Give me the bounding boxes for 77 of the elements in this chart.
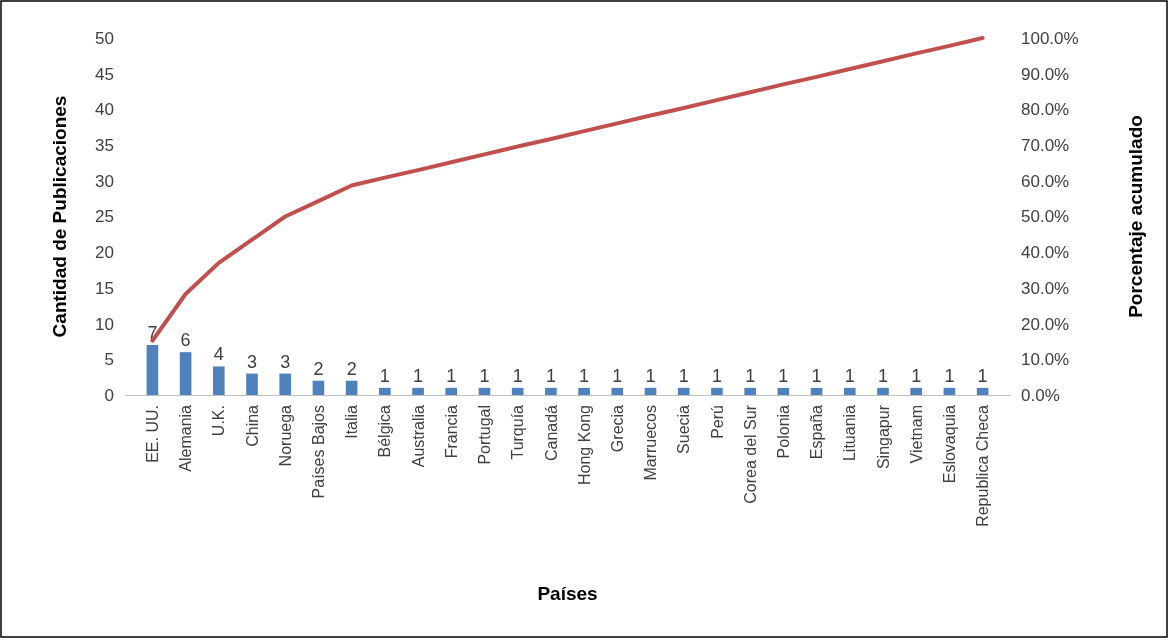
y-tick-label: 45 bbox=[95, 64, 114, 84]
y-tick-label: 40 bbox=[95, 100, 114, 120]
y2-tick-label: 50.0% bbox=[1021, 207, 1070, 227]
data-label: 1 bbox=[745, 365, 756, 386]
y-tick-label: 10 bbox=[95, 314, 114, 334]
x-tick-label: Polonia bbox=[774, 404, 792, 459]
data-label: 1 bbox=[645, 365, 656, 386]
x-tick-label: Grecia bbox=[608, 404, 626, 453]
y-tick-label: 50 bbox=[95, 28, 114, 48]
y-axis-title: Cantidad de Publicaciones bbox=[49, 95, 70, 338]
data-label: 1 bbox=[844, 365, 855, 386]
y2-tick-label: 90.0% bbox=[1021, 64, 1070, 84]
x-tick-label: Bélgica bbox=[376, 404, 394, 458]
y2-tick-label: 100.0% bbox=[1021, 28, 1079, 48]
y-tick-label: 5 bbox=[104, 350, 114, 370]
data-label: 1 bbox=[612, 365, 623, 386]
data-label: 7 bbox=[147, 323, 158, 344]
data-label: 1 bbox=[545, 365, 556, 386]
y-tick-label: 35 bbox=[95, 136, 114, 156]
y2-tick-label: 0.0% bbox=[1021, 385, 1060, 405]
y-tick-label: 15 bbox=[95, 278, 114, 298]
x-tick-label: Marruecos bbox=[642, 405, 660, 481]
data-label: 3 bbox=[280, 351, 291, 372]
x-tick-label: China bbox=[243, 404, 261, 447]
y2-tick-label: 40.0% bbox=[1021, 243, 1070, 263]
y2-tick-label: 80.0% bbox=[1021, 100, 1070, 120]
data-label: 6 bbox=[180, 330, 191, 351]
x-axis-title: Países bbox=[537, 583, 598, 604]
data-label: 1 bbox=[579, 365, 590, 386]
data-label: 1 bbox=[877, 365, 888, 386]
data-label: 2 bbox=[313, 358, 324, 379]
x-tick-label: Australia bbox=[409, 404, 427, 468]
y2-tick-label: 60.0% bbox=[1021, 171, 1070, 191]
data-label: 1 bbox=[778, 365, 789, 386]
x-tick-label: Turquía bbox=[509, 404, 527, 460]
x-tick-label: Hong Kong bbox=[575, 405, 593, 486]
x-tick-label: Alemania bbox=[177, 404, 195, 472]
y2-tick-label: 20.0% bbox=[1021, 314, 1070, 334]
x-tick-label: Portugal bbox=[476, 405, 494, 465]
data-label: 1 bbox=[479, 365, 490, 386]
data-label: 4 bbox=[213, 344, 224, 365]
x-tick-label: Perú bbox=[708, 405, 726, 439]
data-label: 3 bbox=[247, 351, 258, 372]
y2-axis-title: Porcentaje acumulado bbox=[1125, 115, 1146, 318]
x-tick-label: Corea del Sur bbox=[741, 404, 759, 504]
y2-tick-label: 10.0% bbox=[1021, 350, 1070, 370]
x-tick-label: EE. UU. bbox=[144, 405, 161, 463]
data-label: 2 bbox=[346, 358, 357, 379]
y-tick-label: 0 bbox=[104, 385, 114, 405]
y2-tick-label: 30.0% bbox=[1021, 278, 1070, 298]
data-label: 1 bbox=[446, 365, 457, 386]
x-tick-label: Noruega bbox=[276, 404, 294, 467]
data-label: 1 bbox=[977, 365, 988, 386]
x-tick-label: Vietnam bbox=[907, 405, 925, 464]
y-tick-label: 20 bbox=[95, 243, 114, 263]
x-tick-label: Francia bbox=[442, 404, 460, 459]
x-tick-label: Italia bbox=[343, 404, 361, 439]
x-tick-label: U.K. bbox=[210, 405, 228, 437]
data-label: 1 bbox=[711, 365, 722, 386]
x-tick-label: Eslovaquia bbox=[940, 404, 958, 484]
data-label: 1 bbox=[811, 365, 822, 386]
x-tick-label: España bbox=[808, 404, 826, 460]
x-tick-label: Países Bajos bbox=[310, 405, 328, 499]
data-label: 1 bbox=[413, 365, 424, 386]
x-tick-label: Republica Checa bbox=[974, 404, 992, 527]
data-label: 1 bbox=[678, 365, 689, 386]
x-tick-label: Lituania bbox=[841, 404, 859, 462]
data-label: 1 bbox=[944, 365, 955, 386]
y2-tick-label: 70.0% bbox=[1021, 136, 1070, 156]
data-label: 1 bbox=[379, 365, 390, 386]
x-tick-label: Canadá bbox=[542, 404, 560, 462]
y-tick-label: 25 bbox=[95, 207, 114, 227]
data-label: 1 bbox=[911, 365, 922, 386]
data-label: 1 bbox=[512, 365, 523, 386]
x-tick-label: Suecia bbox=[675, 404, 693, 454]
y-tick-label: 30 bbox=[95, 171, 114, 191]
x-tick-label: Singapur bbox=[874, 404, 892, 470]
